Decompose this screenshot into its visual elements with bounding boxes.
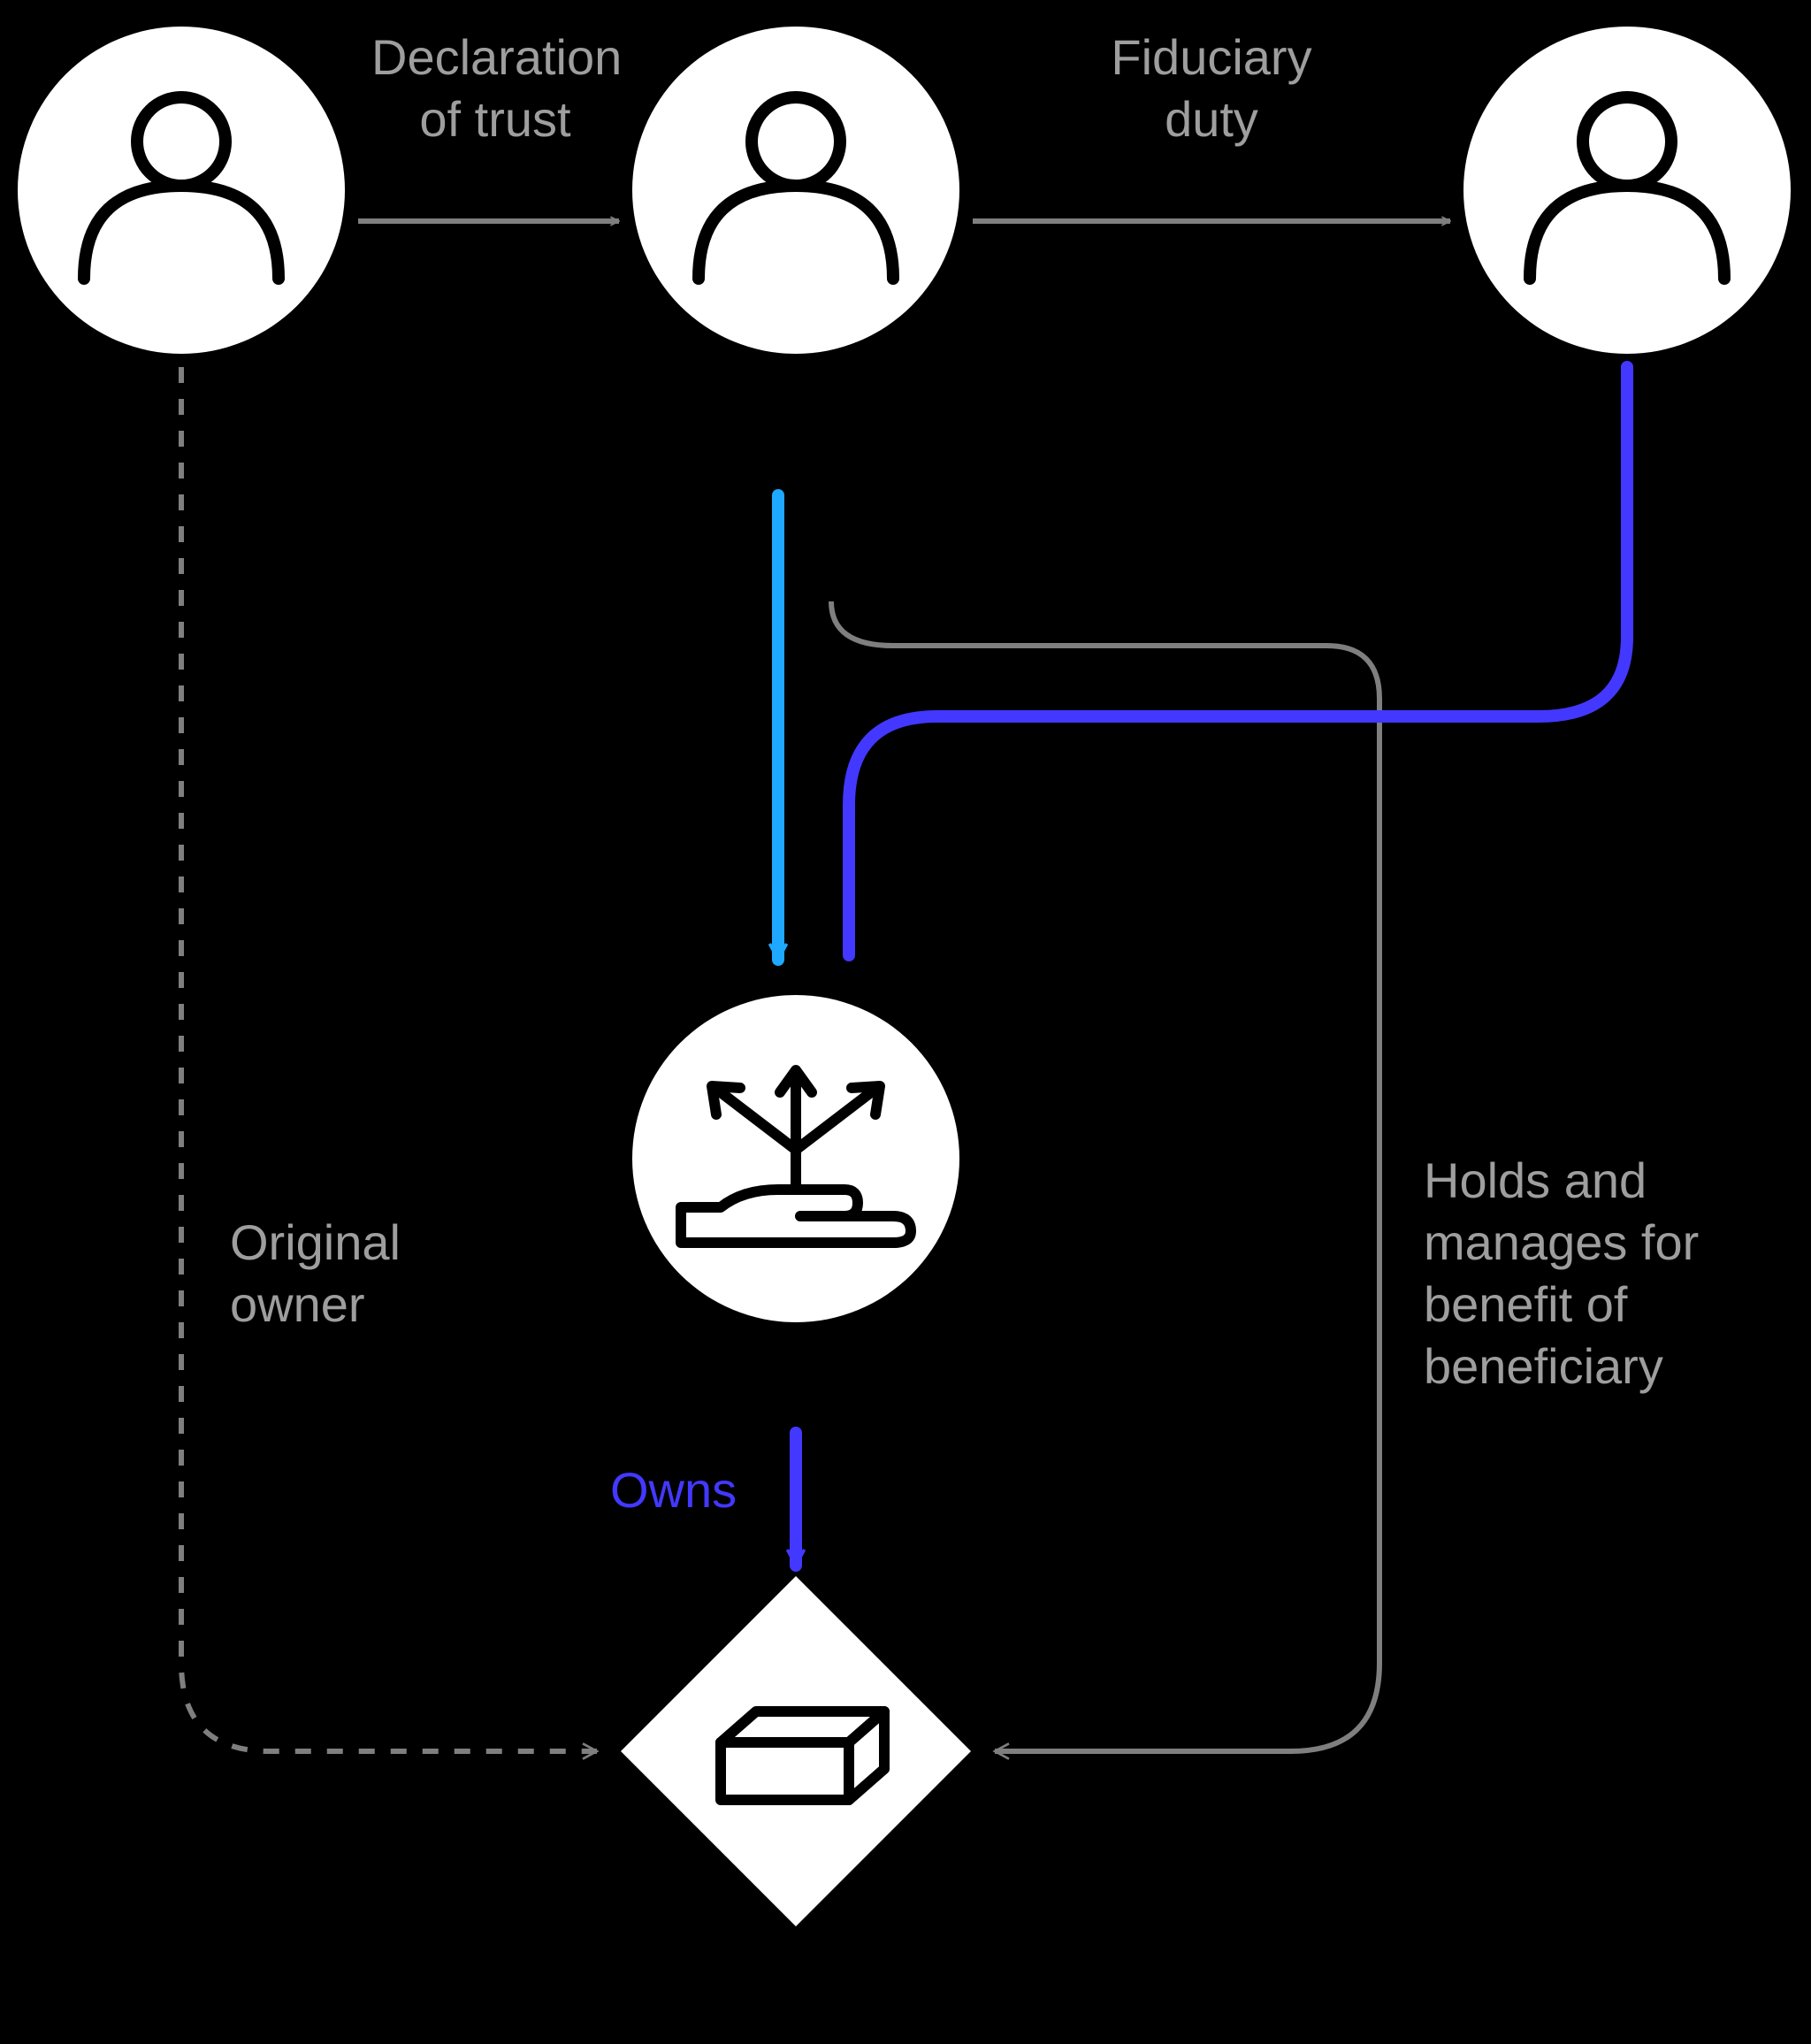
node-trustee (632, 27, 959, 354)
label-declaration: Declaration of trust (371, 27, 619, 150)
diagram-svg (0, 0, 1811, 2044)
label-declaration-l1: Declaration (371, 29, 622, 85)
edge-beneficiary-to-trust (849, 367, 1627, 955)
node-settlor (18, 27, 345, 354)
trust-diagram: Declaration of trust Fiduciary duty Orig… (0, 0, 1811, 2044)
label-holds-l4: beneficiary (1424, 1338, 1663, 1394)
edge-original-owner (181, 367, 597, 1751)
node-beneficiary (1463, 27, 1791, 354)
label-holds-l1: Holds and (1424, 1152, 1647, 1208)
label-holds-l2: manages for (1424, 1214, 1699, 1270)
node-asset (621, 1576, 971, 1926)
label-original-l2: owner (230, 1276, 365, 1332)
label-fiduciary-l2: duty (1165, 91, 1258, 147)
label-holds-l3: benefit of (1424, 1276, 1627, 1332)
label-fiduciary-l1: Fiduciary (1111, 29, 1311, 85)
label-holds-manages: Holds and manages for benefit of benefic… (1424, 1150, 1699, 1397)
label-original-l1: Original (230, 1214, 401, 1270)
label-declaration-l2: of trust (419, 91, 570, 147)
label-original-owner: Original owner (230, 1212, 401, 1336)
label-fiduciary: Fiduciary duty (999, 27, 1424, 150)
node-trust (632, 995, 959, 1322)
label-owns: Owns (610, 1459, 737, 1521)
